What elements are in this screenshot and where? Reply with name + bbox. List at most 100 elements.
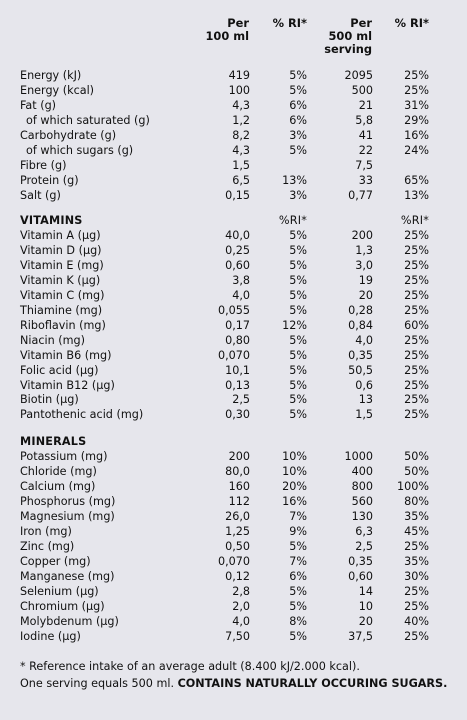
value-per-100ml: 419 — [228, 69, 250, 82]
value-per-serving: 21 — [358, 99, 373, 113]
row-label: Energy (kJ) — [20, 69, 82, 82]
table-row: Fibre (g) 1,5 7,5 — [0, 158, 467, 173]
value-per-serving: 0,60 — [348, 570, 373, 583]
row-label: Magnesium (mg) — [20, 510, 115, 523]
table-row: Thiamine (mg) 0,055 5% 0,28 25% — [0, 303, 467, 318]
header-text: serving — [324, 42, 372, 56]
value-per-serving: 14 — [358, 585, 373, 598]
value-per-serving: 7,5 — [355, 159, 373, 173]
value-per-100ml: 112 — [228, 495, 250, 508]
table-row: Magnesium (mg) 26,0 7% 130 35% — [0, 509, 467, 524]
footnote-serving: One serving equals 500 ml. CONTAINS NATU… — [20, 675, 460, 692]
ri-per-100ml: 16% — [282, 495, 307, 508]
ri-per-serving: 25% — [404, 258, 429, 272]
minerals-section-header: MINERALS — [0, 434, 467, 449]
header-text: Per — [227, 16, 249, 30]
header-text: % RI* — [272, 16, 307, 30]
value-per-100ml: 4,3 — [232, 99, 250, 113]
value-per-serving: 20 — [358, 288, 373, 302]
row-label: Biotin (µg) — [20, 393, 79, 407]
ri-per-serving: 40% — [404, 615, 429, 628]
row-label: Vitamin B6 (mg) — [20, 348, 112, 362]
value-per-100ml: 0,15 — [225, 189, 250, 203]
value-per-100ml: 160 — [228, 480, 250, 493]
header-text: Per — [350, 16, 372, 30]
row-label: Fibre (g) — [20, 159, 67, 173]
ri-per-100ml: 6% — [289, 114, 307, 128]
row-label: Iodine (µg) — [20, 630, 81, 643]
ri-per-serving: 25% — [404, 630, 429, 643]
table-row: Niacin (mg) 0,80 5% 4,0 25% — [0, 333, 467, 348]
value-per-100ml: 0,070 — [217, 348, 250, 362]
value-per-100ml: 1,25 — [225, 525, 250, 538]
ri-per-serving: 25% — [404, 273, 429, 287]
table-row: Iodine (µg) 7,50 5% 37,5 25% — [0, 629, 467, 644]
row-label: Calcium (mg) — [20, 480, 96, 493]
row-label: Salt (g) — [20, 189, 61, 203]
ri-per-serving: 65% — [404, 174, 429, 188]
value-per-100ml: 0,25 — [225, 243, 250, 257]
footnote-text: * Reference intake of an average adult (… — [20, 660, 360, 673]
ri-per-serving: 25% — [404, 348, 429, 362]
ri-per-100ml: 5% — [289, 408, 307, 422]
value-per-serving: 1,3 — [355, 243, 373, 257]
header-text: 100 ml — [205, 29, 249, 43]
ri-per-serving: 25% — [404, 600, 429, 613]
value-per-100ml: 2,0 — [232, 600, 250, 613]
header-ri-serving: % RI* — [395, 17, 429, 30]
value-per-serving: 37,5 — [348, 630, 373, 643]
value-per-serving: 10 — [358, 600, 373, 613]
table-row: Carbohydrate (g) 8,2 3% 41 16% — [0, 128, 467, 143]
table-row: Vitamin E (mg) 0,60 5% 3,0 25% — [0, 258, 467, 273]
table-row: Potassium (mg) 200 10% 1000 50% — [0, 449, 467, 464]
value-per-100ml: 4,0 — [232, 615, 250, 628]
row-label: Riboflavin (mg) — [20, 318, 106, 332]
ri-per-100ml: 5% — [289, 144, 307, 158]
ri-per-serving: 13% — [404, 189, 429, 203]
ri-per-serving: 24% — [404, 144, 429, 158]
row-label: Folic acid (µg) — [20, 363, 99, 377]
value-per-serving: 200 — [351, 229, 373, 242]
ri-per-100ml: 8% — [289, 615, 307, 628]
value-per-100ml: 100 — [228, 84, 250, 98]
table-row: Vitamin B12 (µg) 0,13 5% 0,6 25% — [0, 378, 467, 393]
value-per-serving: 4,0 — [355, 333, 373, 347]
row-label: Molybdenum (µg) — [20, 615, 119, 628]
value-per-100ml: 4,3 — [232, 144, 250, 158]
row-label: Copper (mg) — [20, 555, 91, 568]
row-label: Iron (mg) — [20, 525, 72, 538]
row-label: Manganese (mg) — [20, 570, 115, 583]
table-row: Fat (g) 4,3 6% 21 31% — [0, 98, 467, 113]
table-row: Chloride (mg) 80,0 10% 400 50% — [0, 464, 467, 479]
ri-per-100ml: 3% — [289, 189, 307, 203]
ri-per-serving: 45% — [404, 525, 429, 538]
ri-per-serving: 25% — [404, 333, 429, 347]
ri-per-100ml: 6% — [289, 99, 307, 113]
value-per-serving: 13 — [358, 393, 373, 407]
value-per-100ml: 200 — [228, 450, 250, 463]
vitamins-section-header: VITAMINS %RI* %RI* — [0, 213, 467, 228]
row-label: Chloride (mg) — [20, 465, 97, 478]
ri-per-100ml: 5% — [289, 288, 307, 302]
ri-per-serving: 31% — [404, 99, 429, 113]
section-title: MINERALS — [20, 435, 87, 448]
value-per-100ml: 0,80 — [225, 333, 250, 347]
value-per-100ml: 2,5 — [232, 393, 250, 407]
ri-per-serving: 16% — [404, 129, 429, 143]
value-per-100ml: 6,5 — [232, 174, 250, 188]
footnote-text: One serving equals 500 ml. — [20, 677, 178, 690]
ri-per-serving: 35% — [404, 555, 429, 568]
table-row: Salt (g) 0,15 3% 0,77 13% — [0, 188, 467, 203]
value-per-100ml: 0,055 — [217, 303, 250, 317]
ri-per-serving: 35% — [404, 510, 429, 523]
ri-per-100ml: 10% — [282, 465, 307, 478]
ri-per-serving: 25% — [404, 408, 429, 422]
ri-per-serving: 30% — [404, 570, 429, 583]
table-row: Copper (mg) 0,070 7% 0,35 35% — [0, 554, 467, 569]
value-per-serving: 500 — [351, 84, 373, 98]
ri-per-100ml: 13% — [282, 174, 307, 188]
row-label: Potassium (mg) — [20, 450, 108, 463]
table-row: Vitamin D (µg) 0,25 5% 1,3 25% — [0, 243, 467, 258]
ri-per-100ml: 5% — [289, 600, 307, 613]
row-label: Selenium (µg) — [20, 585, 99, 598]
